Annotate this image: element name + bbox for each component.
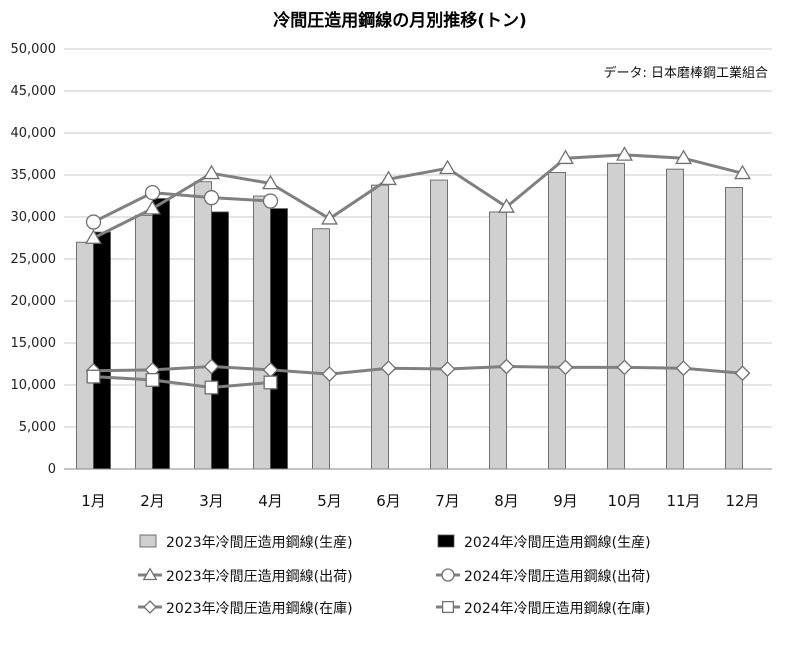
bar [725, 187, 743, 470]
chart-title: 冷間圧造用鋼線の月別推移(トン) [273, 10, 527, 31]
point-marker [441, 568, 455, 582]
bar [93, 231, 111, 470]
x-tick-label: 11月 [666, 492, 700, 510]
grid [64, 48, 772, 470]
point-marker [616, 146, 633, 161]
point-marker [203, 164, 220, 180]
point-marker [85, 229, 102, 244]
point-marker [557, 149, 574, 165]
point-marker [204, 380, 219, 395]
point-marker [616, 359, 633, 376]
point-marker [380, 170, 397, 186]
bar [312, 228, 330, 470]
point-marker [86, 369, 101, 384]
bar [76, 241, 94, 470]
bar [194, 181, 212, 470]
x-tick-label: 5月 [317, 492, 342, 510]
legend: 2023年冷間圧造用鋼線(生産) 2024年冷間圧造用鋼線(生産) 2023年冷間圧… [138, 534, 651, 617]
point-marker [380, 360, 397, 377]
source-note: データ: 日本磨棒鋼工業組合 [603, 65, 768, 81]
bar [548, 172, 566, 470]
y-tick-label: 10,000 [11, 378, 57, 393]
legend-label: 2023年冷間圧造用鋼線(出荷) [166, 569, 353, 585]
point-marker [439, 361, 456, 377]
x-tick-label: 8月 [494, 492, 519, 510]
series-line [93, 375, 271, 390]
point-marker [85, 214, 102, 230]
point-marker [321, 210, 338, 225]
bar [371, 184, 389, 470]
point-marker [144, 199, 161, 215]
point-marker [557, 359, 574, 376]
point-marker [262, 193, 279, 209]
point-marker [145, 373, 160, 387]
y-tick-label: 50,000 [11, 42, 57, 57]
point-marker [441, 600, 455, 614]
bar [211, 211, 229, 470]
y-tick-label: 35,000 [11, 168, 57, 183]
legend-label: 2024年冷間圧造用鋼線(出荷) [464, 569, 651, 585]
point-marker [262, 174, 279, 190]
x-tick-label: 4月 [258, 492, 283, 510]
x-tick-label: 12月 [725, 492, 759, 510]
series-line [92, 191, 271, 224]
point-marker [144, 184, 161, 201]
point-marker [498, 358, 515, 375]
x-tick-label: 2月 [140, 492, 165, 510]
point-marker [439, 159, 456, 175]
point-marker [734, 164, 751, 180]
y-axis: 0 5,000 10,000 15,000 20,000 25,000 30,000 35,0… [11, 42, 57, 477]
lines [85, 146, 751, 395]
bar [270, 208, 288, 470]
x-tick-label: 9月 [553, 492, 578, 510]
point-marker [263, 375, 278, 390]
bar [489, 211, 507, 470]
x-tick-label: 3月 [199, 492, 224, 510]
bar [253, 195, 271, 470]
point-marker [143, 600, 157, 614]
y-tick-label: 20,000 [11, 294, 57, 309]
y-tick-label: 25,000 [11, 252, 57, 267]
point-marker [203, 190, 220, 206]
x-tick-label: 10月 [607, 492, 641, 510]
legend-label: 2024年冷間圧造用鋼線(生産) [464, 535, 651, 551]
point-marker [498, 198, 515, 213]
legend-label: 2023年冷間圧造用鋼線(在庫) [166, 600, 353, 617]
legend-label: 2024年冷間圧造用鋼線(在庫) [464, 600, 651, 617]
series-line [92, 153, 743, 240]
point-marker [321, 366, 338, 382]
point-marker [203, 358, 220, 375]
bar [152, 198, 170, 470]
x-tick-label: 1月 [81, 492, 106, 510]
bar [607, 162, 625, 470]
series-line [93, 365, 743, 376]
legend-swatch [139, 534, 157, 548]
legend-label: 2023年冷間圧造用鋼線(生産) [166, 535, 353, 551]
point-marker [675, 149, 692, 165]
y-tick-label: 30,000 [11, 210, 57, 225]
y-tick-label: 15,000 [11, 336, 57, 351]
point-marker [675, 360, 692, 377]
y-tick-label: 45,000 [11, 84, 57, 99]
x-tick-label: 6月 [376, 492, 401, 510]
y-tick-label: 40,000 [11, 126, 57, 141]
y-tick-label: 5,000 [19, 420, 56, 435]
bar [666, 168, 684, 470]
bars [76, 162, 743, 470]
bar [430, 179, 448, 470]
point-marker [142, 567, 158, 581]
legend-swatch [437, 534, 455, 548]
y-tick-label: 0 [48, 462, 56, 477]
point-marker [734, 365, 751, 382]
x-tick-label: 7月 [435, 492, 460, 510]
x-axis: 1月 2月 3月 4月 5月 6月 7月 8月 9月 10月 11月 12月 [64, 468, 772, 510]
bar [135, 214, 153, 470]
